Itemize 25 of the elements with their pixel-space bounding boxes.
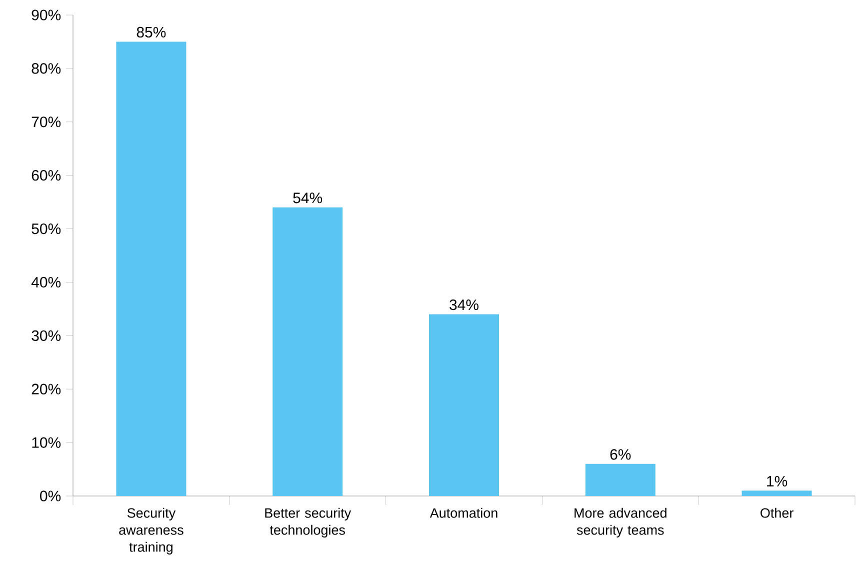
data-label: 85%: [136, 26, 166, 38]
bar: [429, 314, 500, 496]
data-label: 1%: [767, 476, 788, 486]
x-tick-label: More advanced security teams: [574, 508, 666, 538]
y-tick-label: 90%: [32, 10, 61, 20]
bar: [116, 42, 186, 496]
y-tick-label: 80%: [32, 63, 61, 74]
y-tick-label: 50%: [32, 223, 61, 234]
y-tick-label: 60%: [32, 170, 61, 181]
y-tick-label: 0%: [40, 490, 61, 502]
data-label: 6%: [610, 449, 631, 460]
y-tick-label: 70%: [32, 116, 61, 128]
y-tick-label: 20%: [32, 384, 61, 394]
bar: [272, 207, 343, 496]
bar: [742, 490, 812, 496]
x-tick-label: Better security technologies: [265, 508, 352, 538]
bar: [585, 464, 656, 496]
data-label: 34%: [450, 299, 478, 310]
x-tick-label: Automation: [430, 508, 498, 518]
y-tick-label: 40%: [31, 276, 61, 288]
x-tick-label: Other: [760, 508, 794, 518]
x-tick-label: Security awareness training: [119, 508, 184, 554]
data-label: 54%: [293, 192, 322, 204]
y-tick-label: 30%: [32, 330, 61, 341]
y-tick-label: 10%: [32, 437, 61, 448]
